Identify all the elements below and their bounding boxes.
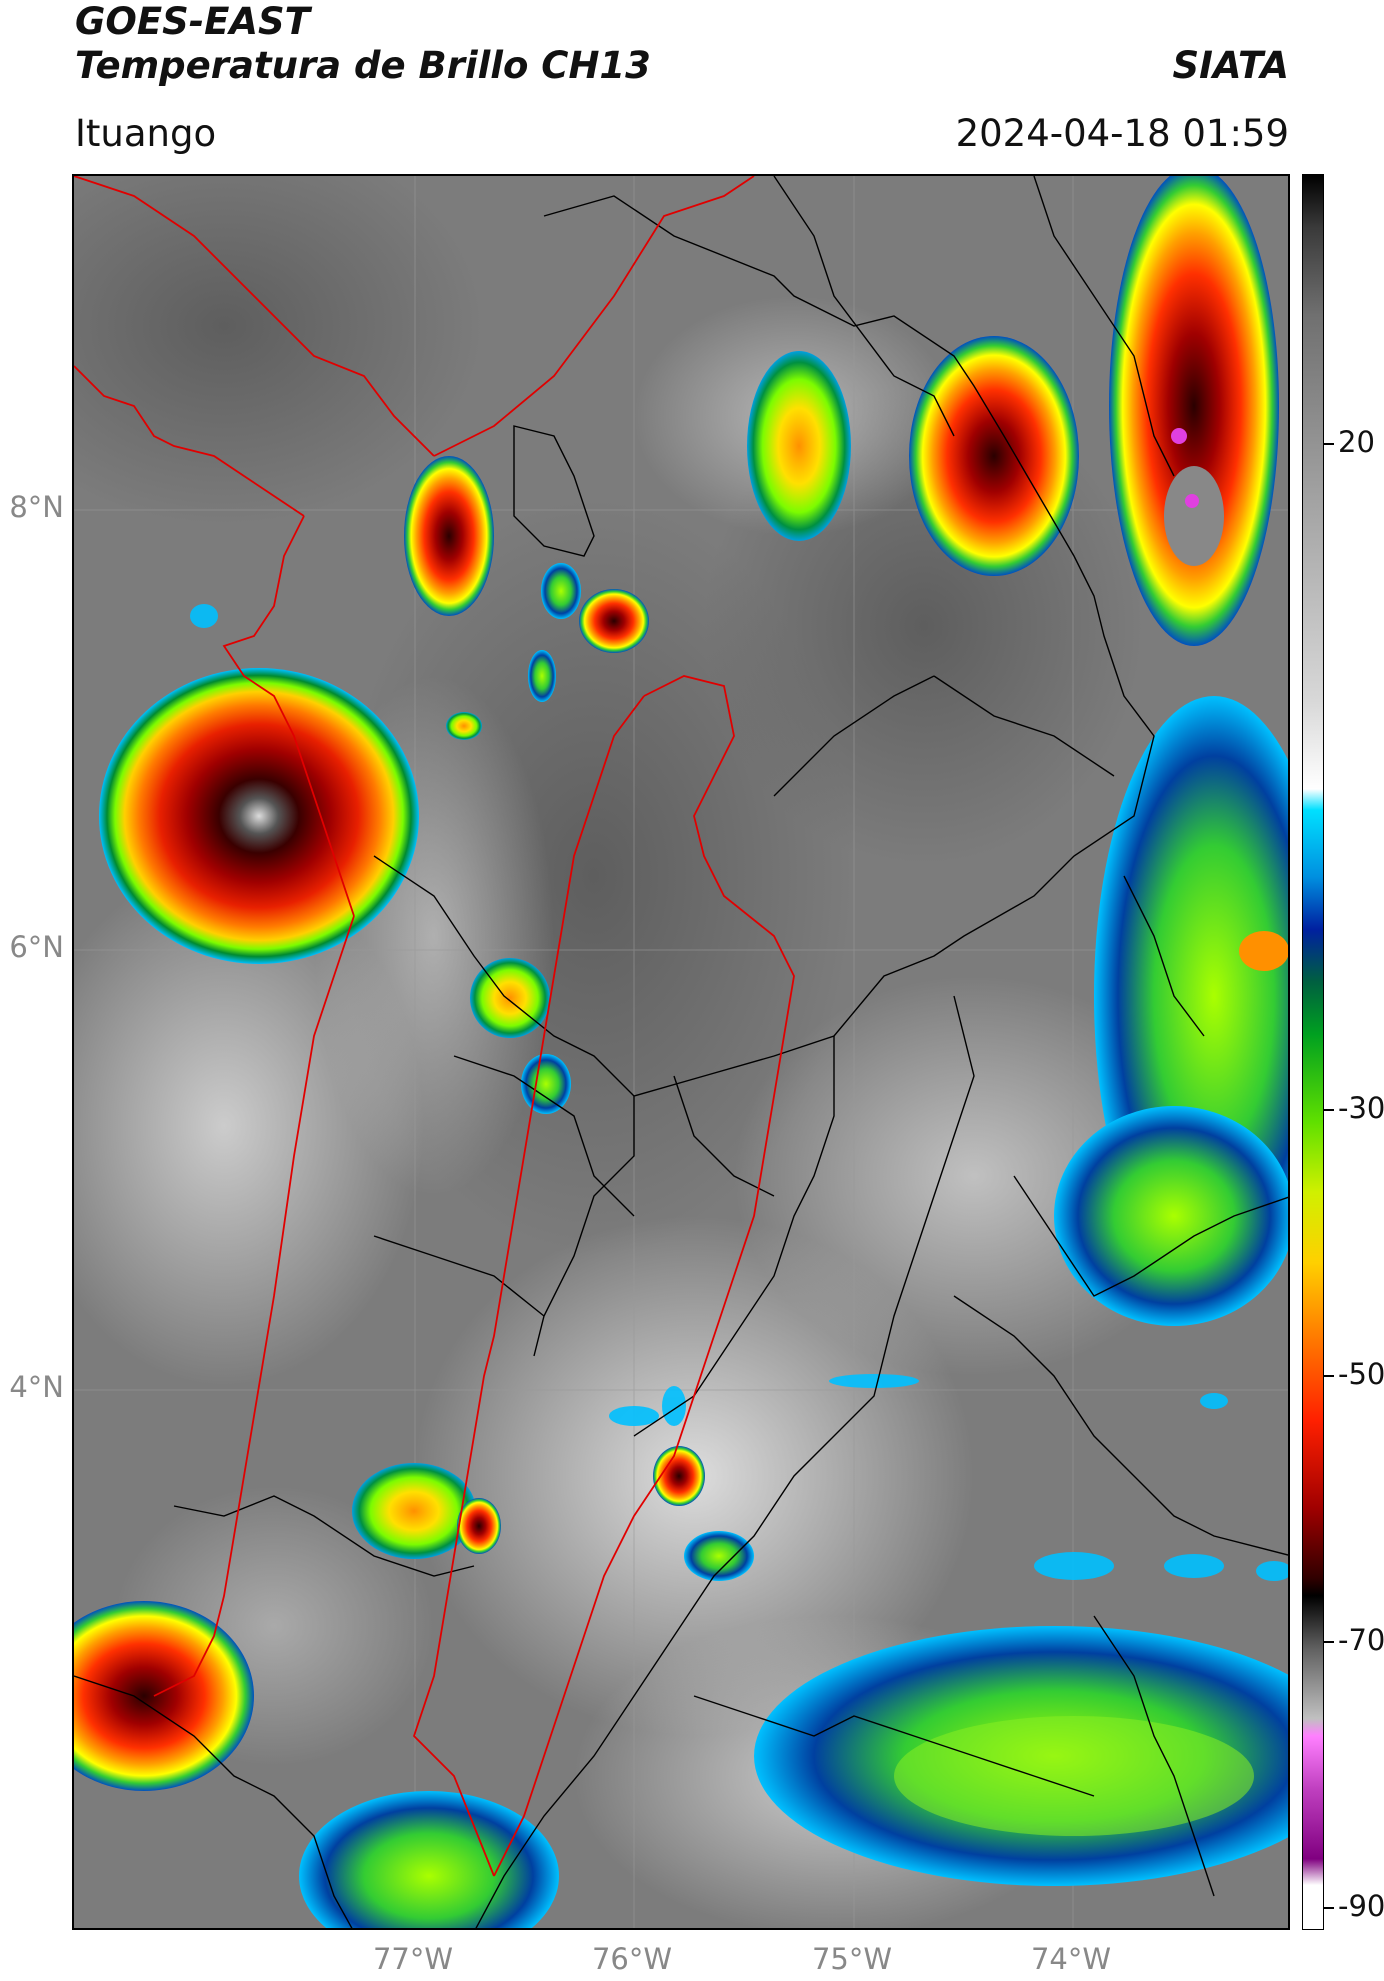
lat-label-8n: 8°N [9,490,64,524]
colorbar-label-minus90: -90 [1338,1889,1384,1923]
storm-cell-southwest [74,1601,254,1791]
colorbar-tick [1324,1641,1334,1643]
map-title-satellite: GOES-EAST [75,0,310,43]
lon-label-74w: 74°W [1030,1942,1112,1976]
colorbar-tick [1324,1375,1334,1377]
lon-label-76w: 76°W [591,1942,673,1976]
colorbar-label-minus70: -70 [1338,1623,1384,1657]
storm-cell-small-2 [404,456,494,616]
lon-label-77w: 77°W [372,1942,454,1976]
temperature-colorbar [1302,174,1324,1930]
region-label: Ituango [75,112,217,155]
country-border [74,176,795,1877]
lat-label-4n: 4°N [9,1370,64,1404]
colorbar-label-20: 20 [1338,425,1375,459]
storm-cell-north [909,336,1079,576]
colorbar-tick [1324,1907,1334,1909]
colorbar-tick [1324,443,1334,445]
storm-cell-northeast [1109,176,1279,646]
colorbar-label-minus50: -50 [1338,1357,1384,1391]
lat-label-6n: 6°N [9,930,64,964]
colorbar-tick [1324,1109,1334,1111]
timestamp-label: 2024-04-18 01:59 [955,112,1289,155]
storm-cell-small-1 [747,351,851,541]
lon-label-75w: 75°W [811,1942,893,1976]
agency-label: SIATA [1172,44,1289,87]
storm-cell-west [99,668,419,964]
colorbar-label-minus30: -30 [1338,1091,1384,1125]
satellite-map[interactable] [72,174,1290,1930]
admin-boundaries [74,176,1288,1928]
map-title-product: Temperatura de Brillo CH13 [75,44,651,87]
map-canvas [74,176,1288,1928]
